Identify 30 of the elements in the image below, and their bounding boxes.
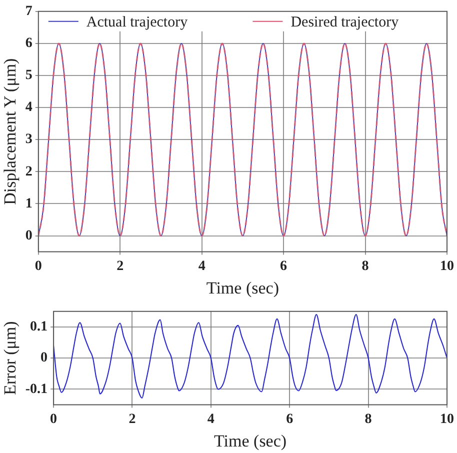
y-tick-label: 7 (25, 4, 32, 20)
x-axis-title: Time (sec) (206, 278, 279, 298)
line-series (38, 42, 447, 236)
y-tick-label: 4 (25, 100, 32, 116)
x-tick-label: 0 (50, 412, 58, 427)
y-tick-label: 0 (40, 350, 48, 366)
x-tick-label: 2 (116, 258, 124, 274)
y-axis-title: Error (μm) (0, 321, 20, 395)
legend-label: Desired trajectory (290, 14, 400, 30)
x-tick-label: 4 (207, 412, 214, 427)
x-tick-label: 8 (364, 412, 372, 427)
line-series (54, 314, 447, 398)
x-tick-label: 10 (440, 258, 454, 274)
y-tick-label: 3 (25, 132, 32, 148)
y-axis-title: Displacement Y (μm) (0, 58, 20, 205)
y-tick-label: 6 (25, 36, 32, 52)
x-tick-label: 6 (280, 258, 288, 274)
x-tick-label: 6 (286, 412, 294, 427)
y-tick-label: 1 (25, 196, 32, 212)
x-tick-label: 10 (440, 412, 454, 427)
y-tick-label: 5 (25, 68, 32, 84)
x-tick-label: 4 (198, 258, 206, 274)
x-tick-label: 2 (128, 412, 136, 427)
y-tick-label: 0.1 (30, 320, 48, 335)
y-tick-label: -0.1 (25, 382, 48, 397)
x-tick-label: 8 (362, 258, 369, 274)
legend-label: Actual trajectory (86, 14, 188, 30)
x-axis-title: Time (sec) (214, 431, 287, 450)
y-tick-label: 2 (25, 164, 32, 180)
y-tick-label: 0 (25, 228, 32, 244)
